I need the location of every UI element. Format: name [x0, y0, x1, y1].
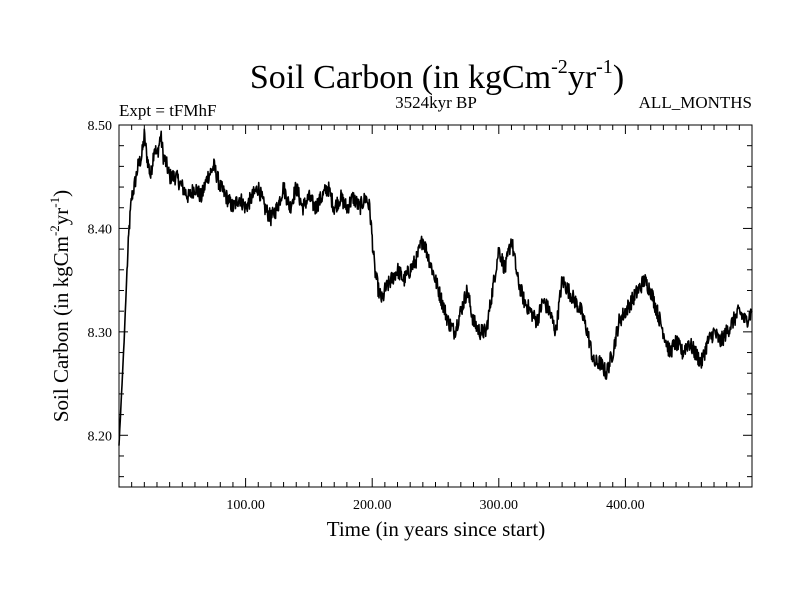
x-tick-label: 300.00: [480, 498, 519, 513]
y-axis-label: Soil Carbon (in kgCm-2yr-1): [47, 190, 73, 422]
period-label: 3524kyr BP: [395, 93, 477, 112]
experiment-label: Expt = tFMhF: [119, 101, 216, 120]
chart-title-sup2: -1: [596, 56, 613, 78]
x-axis-label: Time (in years since start): [327, 517, 546, 541]
chart-title-end: ): [613, 59, 624, 96]
y-axis-label-main: Soil Carbon (in kgCm: [49, 236, 73, 422]
y-tick-label: 8.40: [88, 222, 113, 237]
y-tick-label: 8.50: [88, 119, 113, 134]
y-axis-label-sup2: -1: [47, 197, 62, 208]
x-tick-label: 400.00: [606, 498, 645, 513]
chart-title-main: Soil Carbon (in kgCm: [250, 59, 551, 96]
chart-title-sup1: -2: [551, 56, 568, 78]
x-tick-label: 200.00: [353, 498, 392, 513]
y-tick-label: 8.20: [88, 429, 113, 444]
x-tick-label: 100.00: [226, 498, 265, 513]
chart-title-mid: yr: [568, 59, 597, 96]
y-axis-label-end: ): [49, 190, 73, 197]
axis-ticks: 100.00 200.00 300.00 400.00 8.20 8.30 8.40 8.50: [88, 119, 752, 513]
y-axis-label-mid: yr: [49, 208, 73, 226]
y-axis-label-sup1: -2: [47, 225, 62, 236]
months-label: ALL_MONTHS: [639, 93, 752, 112]
series-line-soil-carbon: [118, 128, 753, 446]
chart-title: Soil Carbon (in kgCm-2yr-1): [250, 56, 624, 96]
y-tick-label: 8.30: [88, 326, 113, 341]
